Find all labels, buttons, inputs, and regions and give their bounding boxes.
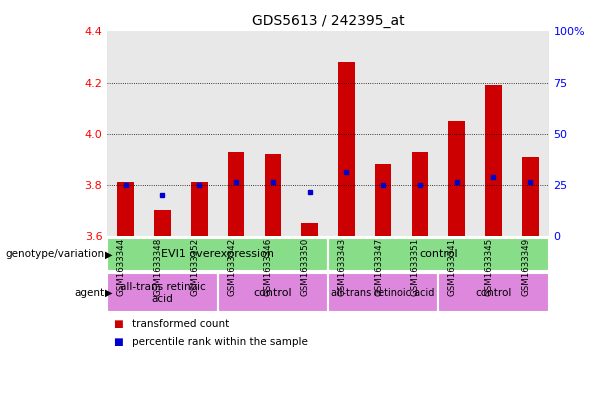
Bar [475,31,512,236]
Text: control: control [253,288,292,298]
Bar [375,164,392,236]
Bar [328,31,365,236]
Text: agent: agent [74,288,104,298]
Bar [118,182,134,236]
Text: percentile rank within the sample: percentile rank within the sample [132,337,308,347]
Text: genotype/variation: genotype/variation [5,250,104,259]
Bar [218,273,328,312]
Text: GSM1633346: GSM1633346 [264,238,273,296]
Bar [144,31,181,236]
Text: GSM1633347: GSM1633347 [374,238,383,296]
Bar [218,31,254,236]
Bar [338,62,354,236]
Text: all-trans retinoic
acid: all-trans retinoic acid [120,282,205,303]
Text: GSM1633348: GSM1633348 [153,238,162,296]
Text: ▶: ▶ [105,250,113,259]
Bar [265,154,281,236]
Bar [328,238,549,271]
Text: control: control [475,288,512,298]
Bar [228,151,244,236]
Text: GSM1633341: GSM1633341 [447,238,457,296]
Text: GSM1633344: GSM1633344 [116,238,126,296]
Text: GSM1633352: GSM1633352 [190,238,199,296]
Text: ▶: ▶ [105,288,113,298]
Bar [181,31,218,236]
Bar [485,85,502,236]
Bar [438,273,549,312]
Bar [254,31,291,236]
Bar [107,273,218,312]
Text: ■: ■ [113,337,123,347]
Text: EVI1 overexpression: EVI1 overexpression [161,250,274,259]
Text: GSM1633351: GSM1633351 [411,238,420,296]
Bar [365,31,402,236]
Bar [191,182,207,236]
Bar [328,273,438,312]
Title: GDS5613 / 242395_at: GDS5613 / 242395_at [252,14,404,28]
Bar [302,223,318,236]
Text: all-trans retinoic acid: all-trans retinoic acid [332,288,435,298]
Bar [412,151,428,236]
Bar [449,121,465,236]
Text: GSM1633342: GSM1633342 [227,238,236,296]
Bar [512,31,549,236]
Text: GSM1633345: GSM1633345 [484,238,493,296]
Bar [107,31,144,236]
Text: control: control [419,250,458,259]
Bar [522,156,538,236]
Bar [438,31,475,236]
Text: GSM1633343: GSM1633343 [337,238,346,296]
Bar [291,31,328,236]
Bar [154,210,170,236]
Text: GSM1633349: GSM1633349 [521,238,530,296]
Text: ■: ■ [113,319,123,329]
Bar [107,238,328,271]
Text: GSM1633350: GSM1633350 [300,238,310,296]
Text: transformed count: transformed count [132,319,229,329]
Bar [402,31,438,236]
